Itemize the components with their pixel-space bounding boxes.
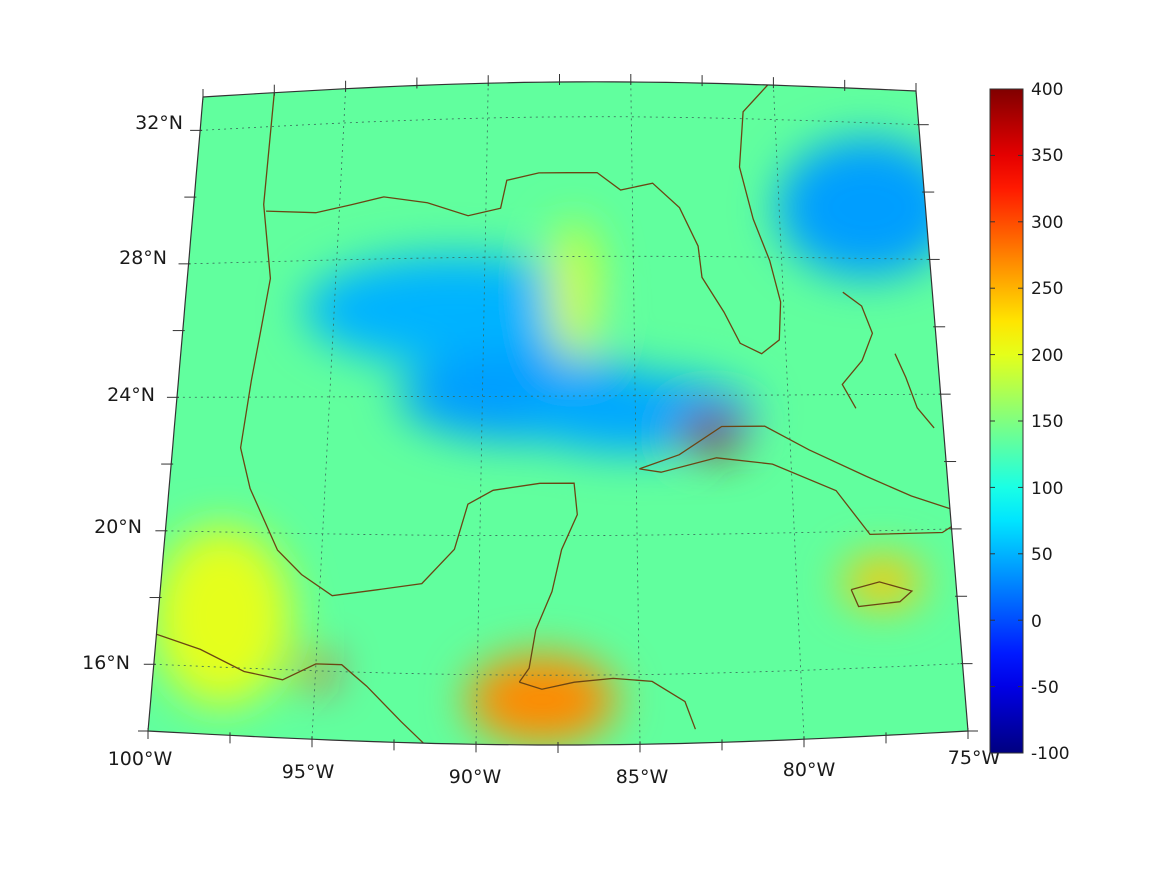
heatmap-field bbox=[152, 137, 957, 745]
frame-ticks bbox=[138, 73, 978, 753]
lon-label-75w: 75°W bbox=[948, 747, 1001, 769]
graticule-lines bbox=[153, 81, 963, 745]
lat-label-28n: 28°N bbox=[119, 247, 167, 269]
lon-label-100w: 100°W bbox=[108, 748, 173, 770]
colorbar-tick-label: 100 bbox=[1031, 479, 1063, 499]
colorbar: 400 350 300 250 200 150 100 50 0 -50 -10… bbox=[989, 80, 1070, 764]
coastline-segment bbox=[639, 425, 968, 536]
field-feature bbox=[304, 254, 605, 365]
coastline-segment bbox=[850, 581, 914, 608]
coastline-segment bbox=[894, 353, 935, 429]
colorbar-tick-label: 250 bbox=[1031, 279, 1063, 299]
lat-label-24n: 24°N bbox=[107, 384, 155, 406]
lon-label-90w: 90°W bbox=[449, 766, 502, 788]
field-feature bbox=[842, 556, 923, 607]
colorbar-tick-label: 200 bbox=[1031, 346, 1063, 366]
colorbar-tick-label: 300 bbox=[1031, 213, 1063, 233]
lon-label-95w: 95°W bbox=[282, 761, 335, 783]
lon-label-80w: 80°W bbox=[783, 759, 836, 781]
colorbar-gradient bbox=[989, 88, 1024, 754]
colorbar-tick-label: 400 bbox=[1031, 80, 1063, 100]
coastline-segment bbox=[519, 677, 697, 730]
longitude-labels: 100°W 95°W 90°W 85°W 80°W 75°W bbox=[108, 747, 1001, 788]
coastline-segment bbox=[239, 92, 578, 683]
lon-label-85w: 85°W bbox=[616, 766, 669, 788]
meridian-line bbox=[773, 85, 805, 740]
colorbar-tick-label: 150 bbox=[1031, 412, 1063, 432]
coastline-segment bbox=[841, 291, 874, 409]
field-feature bbox=[152, 526, 293, 707]
parallel-line bbox=[165, 528, 952, 537]
lat-label-32n: 32°N bbox=[135, 112, 183, 134]
colorbar-tick-label: 350 bbox=[1031, 146, 1063, 166]
field-feature bbox=[466, 654, 617, 745]
meridian-line bbox=[311, 88, 346, 740]
lat-label-16n: 16°N bbox=[82, 652, 130, 674]
field-feature bbox=[548, 221, 599, 362]
colorbar-tick-label: -100 bbox=[1031, 744, 1070, 764]
coastline bbox=[156, 84, 968, 744]
lat-label-20n: 20°N bbox=[94, 516, 142, 538]
colorbar-tick-label: 0 bbox=[1031, 612, 1042, 632]
meridian-line bbox=[630, 81, 641, 745]
latitude-labels: 32°N 28°N 24°N 20°N 16°N bbox=[82, 112, 183, 674]
coastline-segment bbox=[266, 84, 782, 355]
parallel-line bbox=[176, 393, 941, 398]
coastline-segment bbox=[156, 633, 424, 744]
colorbar-tick-labels: 400 350 300 250 200 150 100 50 0 -50 -10… bbox=[1031, 80, 1070, 764]
colorbar-ticks bbox=[990, 88, 1023, 754]
colorbar-tick-label: -50 bbox=[1031, 678, 1059, 698]
field-feature bbox=[776, 137, 957, 278]
meridian-line bbox=[475, 83, 489, 745]
colorbar-tick-label: 50 bbox=[1031, 545, 1053, 565]
